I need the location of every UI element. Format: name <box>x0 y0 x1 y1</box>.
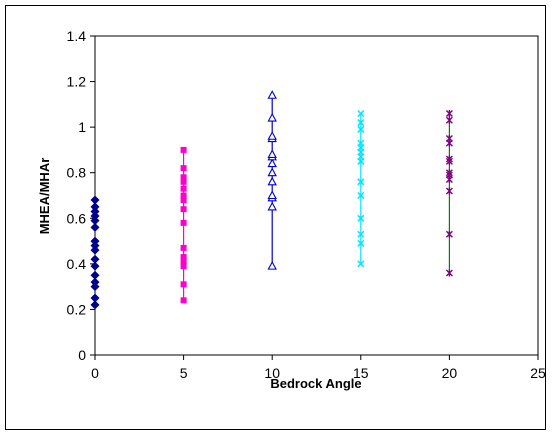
data-point <box>357 139 365 147</box>
data-point <box>90 270 100 280</box>
data-point <box>445 187 453 195</box>
data-point <box>445 169 453 177</box>
data-point <box>180 244 187 251</box>
series-2 <box>267 90 277 270</box>
x-axis-title: Bedrock Angle <box>270 376 361 391</box>
data-point <box>180 146 187 153</box>
data-point <box>180 263 187 270</box>
data-point <box>180 185 187 192</box>
y-tick-label: 0.8 <box>67 165 87 181</box>
data-point <box>90 277 100 287</box>
y-tick-label: 1 <box>78 119 86 135</box>
data-point <box>267 176 277 186</box>
data-point <box>357 178 365 186</box>
data-point <box>357 214 365 222</box>
x-tick-label: 0 <box>91 365 99 381</box>
data-point <box>267 158 277 168</box>
data-point <box>90 261 100 271</box>
x-tick-label: 15 <box>353 365 369 381</box>
series-1 <box>180 146 187 304</box>
data-point <box>180 281 187 288</box>
data-point <box>180 254 187 261</box>
data-point <box>445 135 453 143</box>
data-point <box>90 202 100 212</box>
data-point <box>90 216 100 226</box>
data-point <box>180 219 187 226</box>
y-tick-label: 1.4 <box>67 28 87 44</box>
data-point <box>445 269 453 277</box>
x-tick-label: 5 <box>180 365 188 381</box>
data-point <box>180 165 187 172</box>
data-point <box>267 112 277 122</box>
y-axis-title: MHEA/MHAr <box>37 158 52 235</box>
data-point <box>180 206 187 213</box>
data-point <box>90 206 100 216</box>
data-point <box>90 241 100 251</box>
data-point <box>267 190 277 200</box>
data-point <box>90 211 100 221</box>
data-point <box>357 109 365 118</box>
data-point <box>357 191 365 200</box>
data-point <box>267 201 277 211</box>
data-point <box>445 230 453 238</box>
data-point <box>180 258 187 265</box>
data-point <box>357 239 365 247</box>
data-point <box>357 119 365 127</box>
series-4 <box>445 109 453 277</box>
data-point <box>180 178 187 185</box>
data-point <box>267 167 277 177</box>
data-point <box>90 300 100 310</box>
y-tick-label: 0.2 <box>67 301 87 317</box>
data-point <box>90 222 100 232</box>
data-point <box>90 254 100 264</box>
data-point <box>267 131 277 140</box>
data-point <box>357 230 365 238</box>
y-tick-label: 0 <box>78 347 86 363</box>
data-point <box>267 90 277 99</box>
data-point <box>445 109 453 117</box>
data-point <box>90 236 100 246</box>
data-point <box>180 174 187 181</box>
data-point <box>267 149 277 159</box>
y-tick-label: 0.6 <box>67 210 87 226</box>
series-0 <box>90 195 100 310</box>
data-point <box>357 125 365 133</box>
x-tick-label: 10 <box>264 365 280 381</box>
data-point <box>180 192 187 199</box>
data-point <box>357 260 365 268</box>
data-point <box>180 197 187 204</box>
data-point <box>445 116 453 124</box>
data-point <box>90 293 100 303</box>
y-tick-label: 0.4 <box>67 256 87 272</box>
y-tick-label: 1.2 <box>67 74 87 90</box>
data-point <box>90 282 100 292</box>
x-tick-label: 25 <box>530 365 546 381</box>
series-3 <box>357 109 365 268</box>
data-point <box>180 297 187 304</box>
data-point <box>90 245 100 255</box>
x-tick-label: 20 <box>442 365 458 381</box>
plot-area <box>94 35 539 356</box>
data-point <box>90 195 100 205</box>
data-point <box>267 260 277 270</box>
data-point <box>445 155 453 163</box>
